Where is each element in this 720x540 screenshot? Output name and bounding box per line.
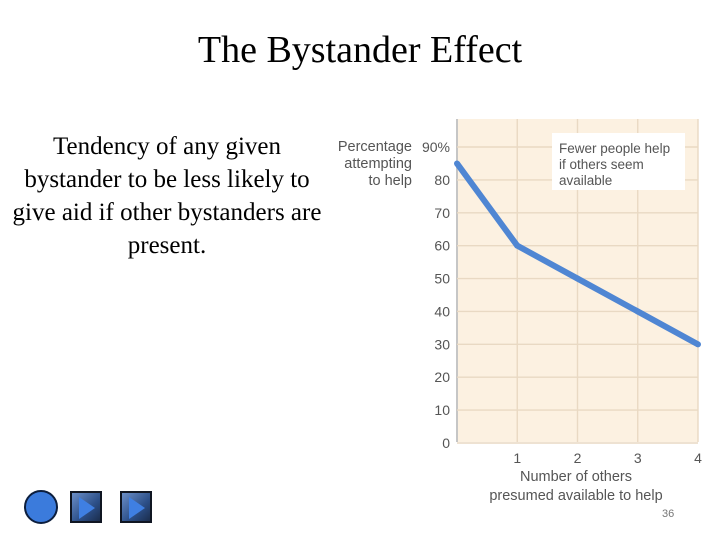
- data-point: [514, 242, 521, 249]
- series-line: [454, 160, 701, 348]
- x-tick-label: 4: [694, 450, 702, 466]
- triangle-right-icon: [79, 497, 95, 519]
- y-tick-labels: 0 10 20 30 40 50 60 70 80 90%: [422, 139, 450, 451]
- data-point: [695, 341, 701, 348]
- data-point: [574, 275, 581, 282]
- annotation-box: [552, 133, 685, 190]
- y-axis-label-line: to help: [368, 173, 412, 189]
- y-axis-label-line: attempting: [344, 156, 412, 172]
- slide-title: The Bystander Effect: [197, 29, 523, 71]
- forward-button[interactable]: [120, 491, 152, 523]
- y-tick-label: 20: [434, 369, 450, 385]
- x-tick-label: 3: [634, 450, 642, 466]
- back-button[interactable]: [70, 491, 102, 523]
- triangle-right-icon: [129, 497, 145, 519]
- y-tick-label: 90%: [422, 139, 450, 155]
- y-tick-label: 60: [434, 238, 450, 254]
- x-axis-label: Number of others presumed available to he…: [489, 469, 662, 504]
- y-tick-label: 30: [434, 336, 450, 352]
- slide-body-text: Tendency of any given bystander to be le…: [12, 133, 322, 259]
- y-tick-label: 10: [434, 402, 450, 418]
- x-axis-label-line: presumed available to help: [489, 488, 662, 504]
- x-tick-label: 1: [513, 450, 521, 466]
- y-tick-label: 40: [434, 303, 450, 319]
- y-tick-label: 80: [434, 172, 450, 188]
- x-tick-labels: 1 2 3 4: [513, 450, 702, 466]
- y-tick-label: 0: [442, 435, 450, 451]
- annotation-line: Fewer people help: [559, 141, 670, 156]
- annotation-line: available: [559, 173, 612, 188]
- page-number: 36: [662, 508, 675, 520]
- annotation-line: if others seem: [559, 157, 644, 172]
- home-button[interactable]: [24, 490, 58, 524]
- y-tick-label: 70: [434, 205, 450, 221]
- data-point: [634, 308, 641, 315]
- y-tick-label: 50: [434, 271, 450, 287]
- x-tick-label: 2: [574, 450, 582, 466]
- x-axis-label-line: Number of others: [520, 469, 632, 485]
- data-point: [454, 160, 460, 167]
- y-axis-label-line: Percentage: [338, 139, 412, 155]
